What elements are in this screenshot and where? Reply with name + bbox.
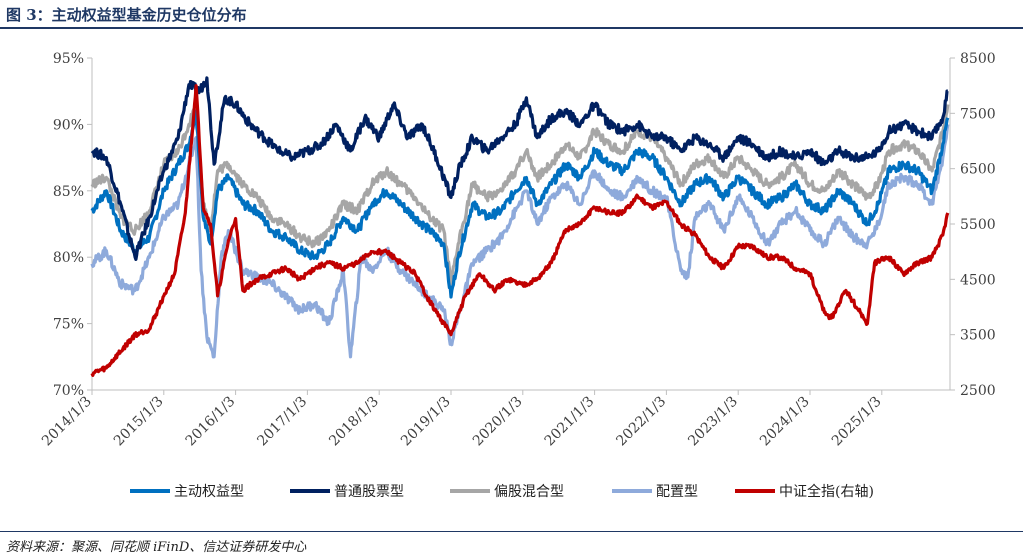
chart-legend: 主动权益型 普通股票型 偏股混合型 配置型 中证全指(右轴) (130, 483, 874, 500)
y-right-tick-label: 5500 (960, 217, 996, 233)
x-tick-label: 2023/1/3 (685, 394, 741, 450)
figure-title: 图 3：主动权益型基金历史仓位分布 (6, 6, 247, 24)
title-rule (0, 27, 1023, 29)
x-tick-label: 2018/1/3 (326, 394, 382, 450)
y-left-tick-label: 85% (53, 184, 84, 200)
y-left-tick-label: 95% (53, 51, 84, 67)
x-tick-label: 2015/1/3 (111, 394, 167, 450)
legend-label-4: 中证全指(右轴) (779, 483, 874, 500)
legend-label-2: 偏股混合型 (494, 484, 564, 500)
x-tick-label: 2021/1/3 (542, 394, 598, 450)
x-tick-label: 2014/1/3 (39, 394, 95, 450)
x-tick-label: 2019/1/3 (398, 394, 454, 450)
y-right-tick-label: 6500 (960, 162, 996, 178)
x-tick-label: 2016/1/3 (183, 394, 239, 450)
legend-label-1: 普通股票型 (334, 484, 404, 500)
y-left-tick-label: 70% (53, 383, 84, 399)
x-tick-label: 2017/1/3 (254, 394, 310, 450)
y-right-tick-label: 4500 (960, 272, 996, 288)
x-tick-label: 2022/1/3 (613, 394, 669, 450)
x-tick-label: 2025/1/3 (829, 394, 885, 450)
line-chart: 70% 75% 80% 85% 90% 95% 2500 3500 4500 5500 6500 75… (39, 51, 996, 500)
series-line-1 (90, 76, 949, 261)
series-line-2 (90, 102, 950, 286)
y-right-tick-label: 7500 (960, 106, 996, 122)
y-right-tick-label: 8500 (960, 51, 996, 67)
y-left-tick-label: 90% (53, 117, 84, 133)
bottom-rule (0, 531, 1023, 532)
source-note: 资料来源：聚源、同花顺 iFinD、信达证券研发中心 (6, 540, 307, 555)
x-tick-label: 2024/1/3 (757, 394, 813, 450)
y-left-tick-label: 80% (53, 250, 84, 266)
y-right-tick-label: 2500 (960, 383, 996, 399)
series-line-0 (90, 109, 950, 299)
legend-label-3: 配置型 (656, 484, 698, 500)
y-right-tick-label: 3500 (960, 328, 996, 344)
y-left-tick-label: 75% (53, 317, 84, 333)
x-tick-label: 2020/1/3 (470, 394, 526, 450)
series-line-3 (90, 124, 950, 359)
legend-label-0: 主动权益型 (174, 484, 244, 500)
series-line-4 (90, 84, 950, 377)
series-layer (90, 76, 950, 377)
